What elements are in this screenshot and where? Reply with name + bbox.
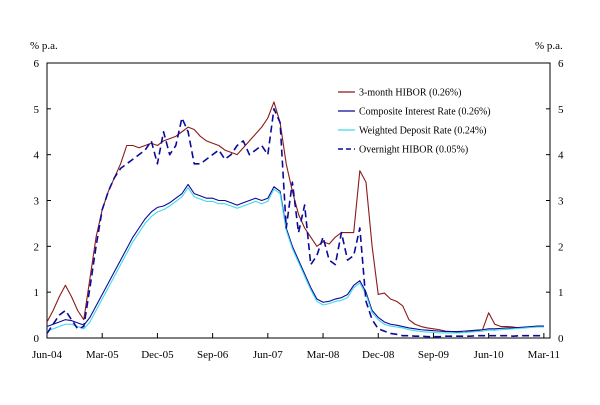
x-tick-label: Dec-05	[141, 349, 174, 361]
series-layer	[46, 101, 544, 338]
x-tick-label: Sep-09	[418, 349, 450, 361]
left-y-tick-label: 2	[34, 241, 40, 253]
x-tick-label: Mar-08	[307, 349, 340, 361]
legend: 3-month HIBOR (0.26%) Composite Interest …	[338, 88, 491, 156]
legend-label: Composite Interest Rate (0.26%)	[359, 107, 491, 118]
left-y-tick-label: 0	[34, 333, 40, 345]
right-y-tick-label: 6	[558, 58, 564, 70]
right-y-tick-label: 2	[558, 241, 564, 253]
left-y-tick-label: 3	[34, 196, 40, 208]
legend-label: Weighted Deposit Rate (0.24%)	[359, 126, 487, 137]
left-y-axis: 0 1 2 3 4 5 6	[34, 58, 51, 345]
series-line-2	[46, 183, 544, 333]
legend-label: Overnight HIBOR (0.05%)	[359, 145, 468, 156]
x-tick-label: Jun-10	[474, 349, 504, 361]
left-y-tick-label: 5	[34, 104, 40, 116]
x-tick-label: Mar-11	[528, 349, 560, 361]
right-y-tick-label: 3	[558, 196, 564, 208]
legend-label: 3-month HIBOR (0.26%)	[359, 88, 462, 99]
x-tick-label: Mar-05	[86, 349, 119, 361]
plot-frame	[46, 62, 551, 339]
x-tick-label: Dec-08	[362, 349, 395, 361]
plot-area	[46, 62, 551, 339]
right-y-unit-label: % p.a.	[535, 40, 563, 52]
series-line-4	[46, 108, 544, 338]
left-y-tick-label: 6	[34, 58, 40, 70]
x-tick-label: Jun-04	[32, 349, 62, 361]
x-tick-label: Jun-07	[253, 349, 283, 361]
left-y-unit-label: % p.a.	[30, 40, 58, 52]
left-y-tick-label: 4	[34, 150, 40, 162]
right-y-tick-label: 0	[558, 333, 564, 345]
right-y-tick-label: 5	[558, 104, 564, 116]
x-axis: Jun-04 Mar-05 Dec-05 Sep-06 Jun-07 Mar-08 Dec-…	[32, 333, 560, 361]
series-line-3	[46, 187, 544, 334]
left-y-tick-label: 1	[34, 287, 40, 299]
series-line-1	[46, 101, 544, 334]
right-y-tick-label: 4	[558, 150, 564, 162]
right-y-axis: 0 1 2 3 4 5 6	[546, 58, 564, 345]
right-y-tick-label: 1	[558, 287, 564, 299]
x-tick-label: Sep-06	[197, 349, 229, 361]
